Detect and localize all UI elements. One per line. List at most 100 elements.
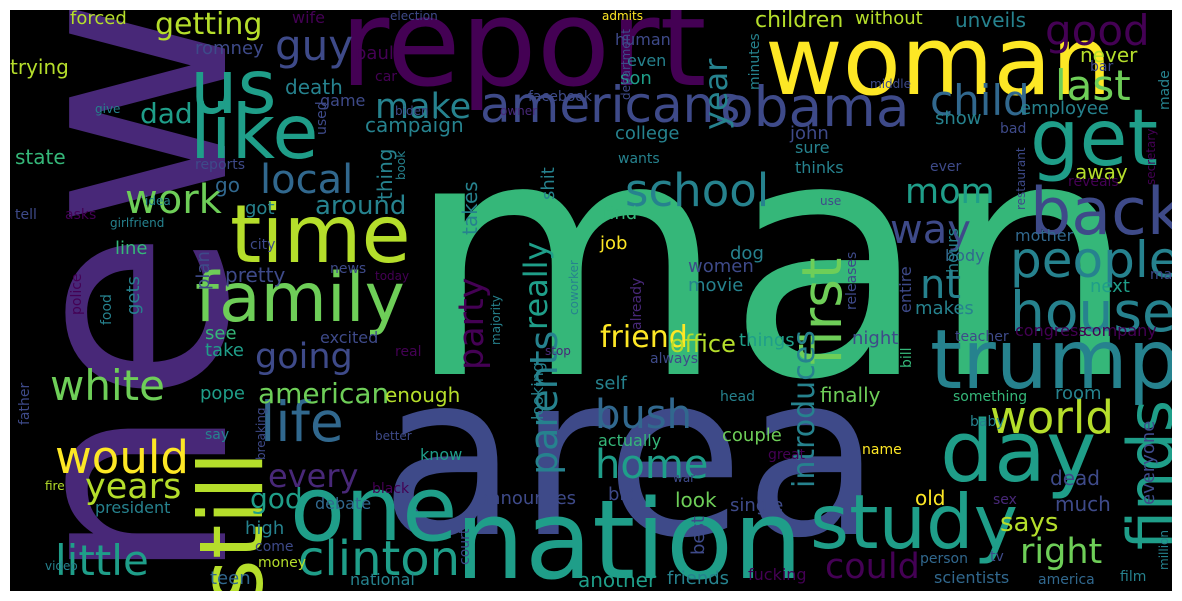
- word-national: national: [350, 570, 415, 589]
- word-employee: employee: [1020, 98, 1109, 119]
- word-give: give: [95, 102, 121, 116]
- word-nation: nation: [455, 476, 803, 591]
- word-video: video: [45, 559, 78, 573]
- word-one: one: [290, 457, 458, 562]
- word-years: years: [85, 467, 182, 507]
- word-scientists: scientists: [934, 568, 1010, 587]
- word-without: without: [855, 10, 923, 29]
- word-another: another: [578, 568, 657, 591]
- word-back: back: [1030, 175, 1172, 250]
- word-every: every: [268, 457, 359, 495]
- word-finally: finally: [820, 383, 881, 407]
- word-car: car: [375, 69, 398, 85]
- word-use: use: [820, 194, 842, 208]
- word-friend: friend: [600, 320, 688, 355]
- word-election: election: [390, 10, 438, 23]
- word-food: food: [99, 294, 115, 325]
- word-romney: romney: [195, 38, 264, 59]
- word-may: may: [1150, 267, 1172, 283]
- word-great: great: [768, 447, 806, 463]
- word-president: president: [95, 498, 171, 517]
- word-room: room: [1055, 383, 1102, 404]
- word-real: real: [395, 344, 422, 360]
- word-self: self: [595, 373, 627, 394]
- word-good: good: [1045, 10, 1150, 55]
- word-line: line: [115, 238, 148, 259]
- word-city: city: [250, 237, 276, 253]
- word-time: time: [230, 188, 411, 281]
- word-god: god: [250, 482, 303, 515]
- word-little: little: [55, 536, 149, 585]
- word-around: around: [315, 191, 407, 221]
- word-much: much: [1055, 492, 1111, 516]
- word-mother: mother: [1015, 226, 1074, 245]
- word-work: work: [125, 177, 222, 223]
- word-going: going: [255, 337, 353, 377]
- word-used: used: [314, 101, 330, 135]
- word-admits: admits: [602, 10, 643, 23]
- word-facebook: facebook: [528, 89, 592, 105]
- word-look: look: [675, 488, 717, 512]
- word-could: could: [825, 547, 920, 587]
- word-million: million: [1157, 530, 1171, 570]
- word-game: game: [320, 91, 366, 110]
- word-company: company: [1083, 321, 1157, 340]
- word-actually: actually: [598, 431, 662, 450]
- word-fucking: fucking: [748, 565, 807, 584]
- word-college: college: [615, 123, 680, 144]
- word-make: make: [375, 87, 472, 127]
- word-even: even: [627, 51, 667, 70]
- word-sure: sure: [795, 138, 830, 157]
- word-asks: asks: [65, 207, 97, 223]
- word-entire: entire: [896, 266, 915, 313]
- word-really: really: [517, 241, 555, 330]
- word-job: job: [600, 233, 628, 254]
- word-wife: wife: [292, 10, 326, 27]
- word-best: best: [688, 516, 709, 555]
- word-way: way: [890, 207, 971, 253]
- word-majority: majority: [489, 295, 503, 345]
- word-book: book: [394, 150, 408, 180]
- word-reveals: reveals: [1068, 174, 1119, 190]
- word-never: never: [1080, 43, 1138, 67]
- word-last: last: [1055, 61, 1131, 110]
- word-death: death: [285, 75, 343, 99]
- word-thinks: thinks: [795, 158, 844, 177]
- word-says: says: [1000, 508, 1059, 538]
- word-enough: enough: [385, 383, 461, 407]
- word-campaign: campaign: [365, 113, 464, 137]
- word-child: child: [930, 76, 1030, 125]
- word-trying: trying: [10, 55, 69, 79]
- word-baby: baby: [970, 414, 1005, 430]
- word-secretary: secretary: [1144, 128, 1158, 185]
- word-right: right: [1020, 532, 1103, 572]
- word-court: court: [457, 528, 473, 565]
- word-show: show: [935, 108, 982, 129]
- word-ever: ever: [930, 159, 962, 175]
- word-department: department: [619, 29, 633, 100]
- word-us: us: [190, 43, 277, 131]
- word-state: state: [15, 145, 66, 169]
- word-son: son: [620, 68, 652, 89]
- word-see: see: [205, 323, 237, 344]
- word-tv: tv: [990, 549, 1004, 565]
- word-war: war: [673, 471, 696, 485]
- word-news: news: [330, 261, 367, 277]
- word-pretty: pretty: [225, 263, 286, 287]
- word-looking: looking: [528, 361, 547, 420]
- word-single: single: [730, 495, 784, 516]
- word-congress: congress: [1015, 321, 1087, 340]
- word-releases: releases: [844, 251, 860, 310]
- word-name: name: [862, 442, 902, 458]
- word-bad: bad: [1000, 121, 1027, 137]
- word-fire: fire: [45, 479, 65, 493]
- word-made: made: [1157, 70, 1172, 110]
- word-gets: gets: [123, 276, 144, 315]
- word-shit: shit: [538, 167, 559, 200]
- word-unveils: unveils: [955, 10, 1027, 32]
- word-woman: woman: [765, 10, 1112, 117]
- word-old: old: [915, 486, 946, 510]
- word-movie: movie: [688, 275, 744, 296]
- word-teen: teen: [210, 568, 251, 589]
- word-nt: nt: [920, 262, 962, 308]
